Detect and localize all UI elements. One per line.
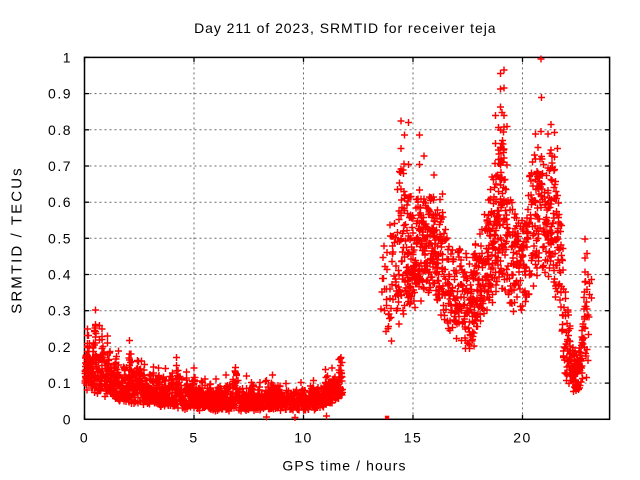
svg-text:0.3: 0.3 — [48, 303, 72, 319]
svg-text:1: 1 — [63, 49, 72, 65]
svg-text:0.8: 0.8 — [48, 122, 72, 138]
svg-text:0.1: 0.1 — [48, 375, 72, 391]
svg-text:10: 10 — [294, 430, 313, 446]
svg-text:0.4: 0.4 — [48, 267, 72, 283]
svg-text:0: 0 — [80, 430, 89, 446]
svg-text:0.2: 0.2 — [48, 339, 72, 355]
svg-text:20: 20 — [513, 430, 532, 446]
svg-text:0.5: 0.5 — [48, 230, 72, 246]
svg-text:0: 0 — [63, 411, 72, 427]
svg-text:5: 5 — [189, 430, 198, 446]
svg-text:GPS time / hours: GPS time / hours — [282, 458, 406, 474]
svg-text:SRMTID / TECUs: SRMTID / TECUs — [9, 166, 26, 313]
svg-text:Day 211 of 2023, SRMTID for re: Day 211 of 2023, SRMTID for receiver tej… — [194, 20, 496, 36]
svg-text:15: 15 — [404, 430, 423, 446]
svg-text:0.9: 0.9 — [48, 86, 72, 102]
svg-text:0.6: 0.6 — [48, 194, 72, 210]
svg-text:0.7: 0.7 — [48, 158, 72, 174]
